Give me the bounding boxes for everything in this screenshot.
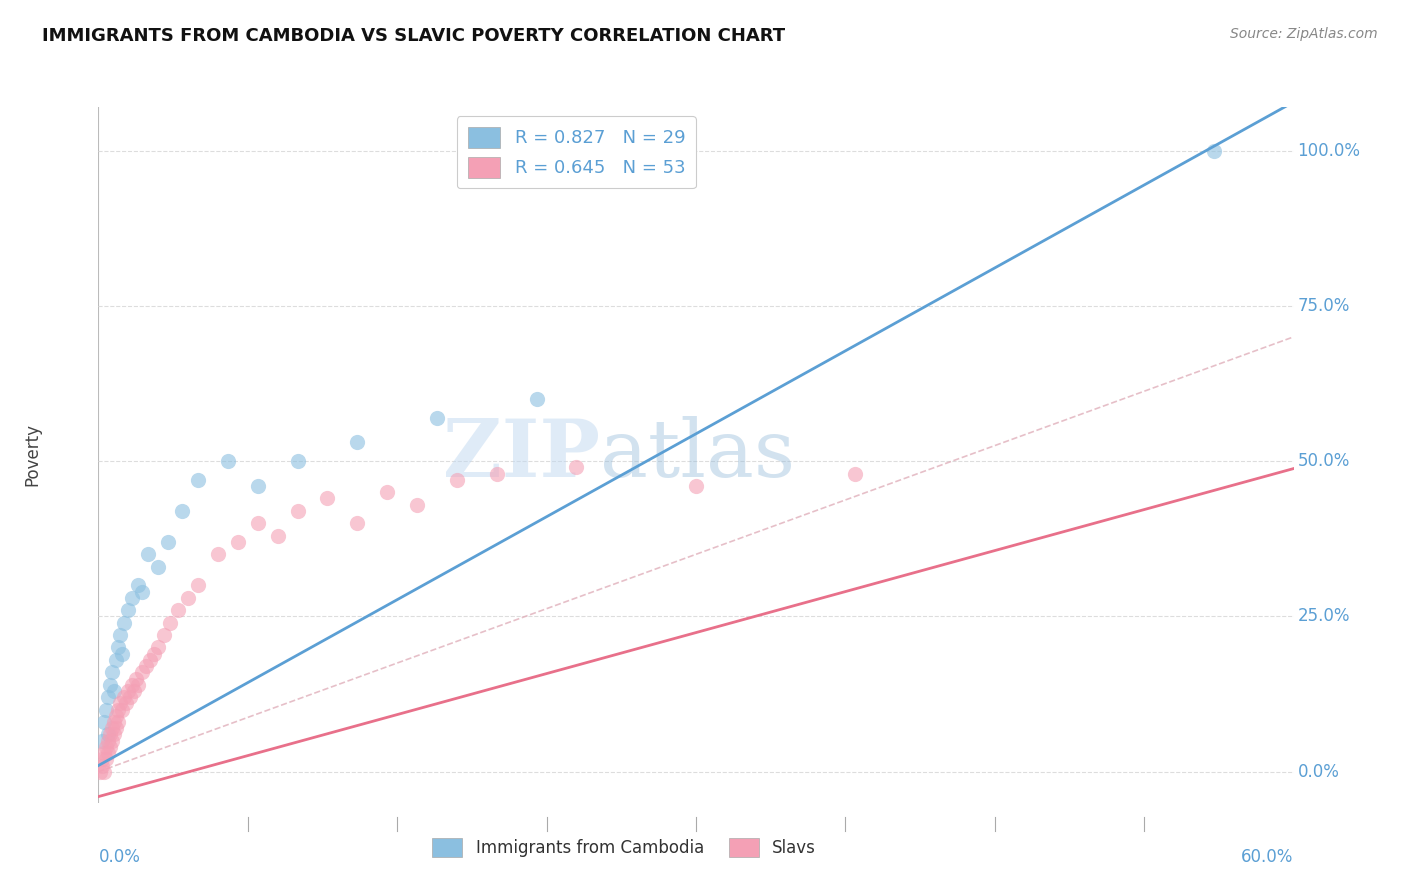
Point — [565, 460, 588, 475]
Point — [97, 746, 120, 760]
Point — [131, 584, 153, 599]
Point — [107, 714, 129, 729]
Text: Source: ZipAtlas.com: Source: ZipAtlas.com — [1230, 27, 1378, 41]
Point — [91, 733, 114, 747]
Text: ZIP: ZIP — [443, 416, 600, 494]
Point — [121, 591, 143, 605]
Point — [91, 758, 114, 772]
Text: IMMIGRANTS FROM CAMBODIA VS SLAVIC POVERTY CORRELATION CHART: IMMIGRANTS FROM CAMBODIA VS SLAVIC POVER… — [42, 27, 786, 45]
Point — [346, 435, 368, 450]
Point — [111, 647, 134, 661]
Point — [93, 764, 115, 779]
Point — [139, 653, 162, 667]
Point — [172, 504, 194, 518]
Point — [97, 727, 120, 741]
Point — [267, 529, 290, 543]
Text: 25.0%: 25.0% — [1298, 607, 1350, 625]
Point — [97, 733, 120, 747]
Point — [485, 467, 508, 481]
Point — [124, 684, 146, 698]
Point — [105, 721, 128, 735]
Point — [103, 684, 125, 698]
Point — [103, 727, 125, 741]
Point — [98, 727, 122, 741]
Point — [89, 764, 111, 779]
Point — [98, 678, 122, 692]
Legend: Immigrants from Cambodia, Slavs: Immigrants from Cambodia, Slavs — [426, 831, 823, 864]
Point — [406, 498, 429, 512]
Point — [526, 392, 548, 406]
Point — [101, 721, 124, 735]
Text: 60.0%: 60.0% — [1241, 848, 1294, 866]
Text: 50.0%: 50.0% — [1298, 452, 1350, 470]
Point — [127, 578, 149, 592]
Point — [246, 516, 269, 531]
Point — [153, 628, 176, 642]
Point — [110, 628, 132, 642]
Point — [159, 615, 181, 630]
Point — [96, 703, 118, 717]
Text: Poverty: Poverty — [24, 424, 42, 486]
Point — [217, 454, 239, 468]
Text: 100.0%: 100.0% — [1298, 142, 1361, 160]
Point — [136, 547, 159, 561]
Point — [91, 752, 114, 766]
Point — [115, 697, 138, 711]
Point — [101, 733, 124, 747]
Text: 75.0%: 75.0% — [1298, 297, 1350, 315]
Point — [426, 410, 449, 425]
Point — [316, 491, 339, 506]
Point — [1202, 144, 1225, 158]
Point — [103, 714, 125, 729]
Point — [105, 653, 128, 667]
Point — [143, 647, 166, 661]
Point — [107, 640, 129, 655]
Point — [187, 578, 209, 592]
Point — [157, 535, 180, 549]
Point — [105, 708, 128, 723]
Point — [148, 559, 170, 574]
Point — [112, 615, 135, 630]
Text: atlas: atlas — [600, 416, 796, 494]
Point — [187, 473, 209, 487]
Point — [121, 678, 143, 692]
Text: 0.0%: 0.0% — [98, 848, 141, 866]
Point — [110, 697, 132, 711]
Point — [375, 485, 398, 500]
Point — [346, 516, 368, 531]
Point — [207, 547, 229, 561]
Point — [117, 684, 139, 698]
Point — [167, 603, 190, 617]
Point — [93, 714, 115, 729]
Point — [148, 640, 170, 655]
Point — [107, 703, 129, 717]
Text: 0.0%: 0.0% — [1298, 763, 1340, 780]
Point — [131, 665, 153, 680]
Point — [685, 479, 707, 493]
Point — [125, 672, 148, 686]
Point — [117, 603, 139, 617]
Point — [97, 690, 120, 705]
Point — [98, 739, 122, 754]
Point — [127, 678, 149, 692]
Point — [112, 690, 135, 705]
Point — [120, 690, 142, 705]
Point — [844, 467, 866, 481]
Point — [93, 746, 115, 760]
Point — [111, 703, 134, 717]
Point — [246, 479, 269, 493]
Point — [101, 665, 124, 680]
Point — [96, 739, 118, 754]
Point — [446, 473, 468, 487]
Point — [135, 659, 157, 673]
Point — [287, 504, 309, 518]
Point — [287, 454, 309, 468]
Point — [226, 535, 249, 549]
Point — [96, 752, 118, 766]
Point — [177, 591, 200, 605]
